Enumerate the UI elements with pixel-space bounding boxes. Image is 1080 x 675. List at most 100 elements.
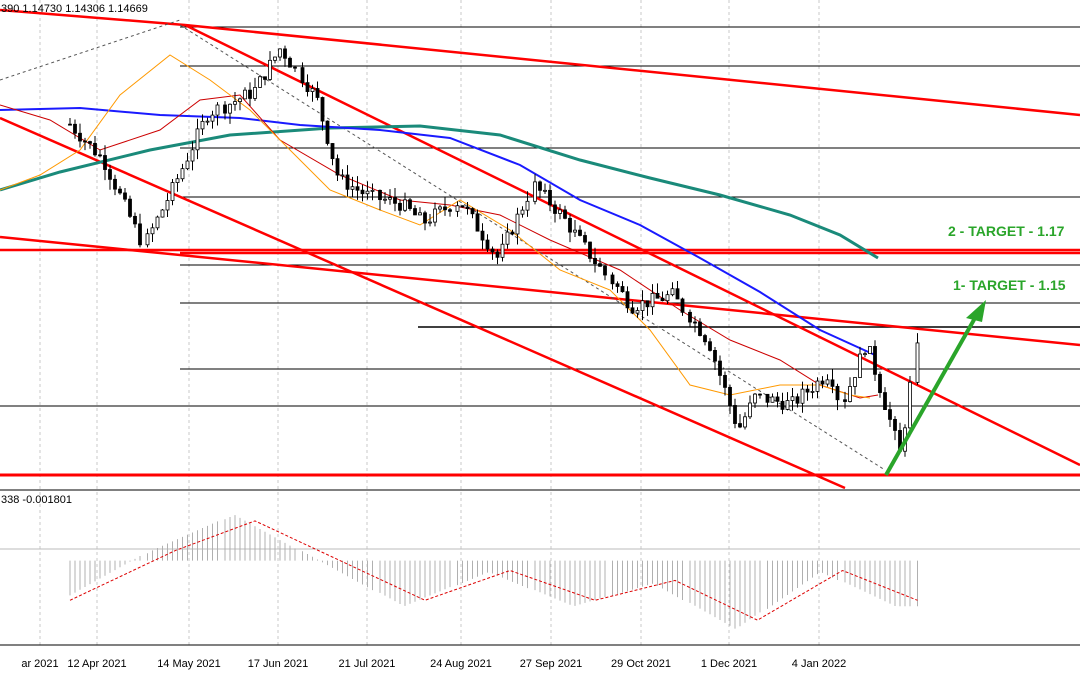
candle-body — [83, 140, 87, 143]
candle-body — [253, 87, 257, 99]
candle-body — [800, 388, 805, 404]
candle-body — [68, 123, 72, 126]
candle-body — [355, 186, 360, 191]
candle-body — [345, 174, 350, 190]
candle-body — [558, 209, 562, 214]
candle-body — [820, 380, 825, 385]
candle-body — [510, 231, 515, 235]
trend-line — [0, 8, 186, 27]
x-tick-label: 17 Jun 2021 — [248, 658, 309, 670]
candle-body — [848, 386, 852, 402]
dashed-trend-line — [0, 19, 181, 81]
candle-body — [283, 48, 287, 59]
candle-body — [723, 375, 727, 388]
candle-body — [145, 233, 150, 246]
candle-body — [583, 235, 587, 243]
candle-body — [843, 399, 847, 402]
oscillator-signal-line — [69, 520, 918, 621]
candle-body — [433, 208, 437, 223]
candle-body — [753, 393, 757, 404]
candle-body — [825, 379, 830, 385]
candle-body — [655, 292, 660, 299]
ma-short-red-line — [0, 94, 879, 399]
candle-body — [365, 190, 370, 195]
candle-body — [733, 405, 737, 424]
candle-body — [603, 265, 607, 276]
candle-body — [835, 385, 840, 401]
candle-body — [620, 286, 625, 293]
candle-body — [423, 212, 427, 224]
oscillator-header: 338 -0.001801 — [1, 494, 72, 506]
candle-body — [538, 181, 542, 191]
candle-body — [873, 346, 877, 375]
candle-body — [568, 217, 572, 233]
candle-body — [123, 192, 127, 200]
candle-body — [403, 199, 407, 211]
candle-body — [455, 205, 460, 212]
candle-body — [155, 216, 160, 229]
candle-body — [680, 298, 685, 313]
candle-body — [830, 379, 835, 387]
horizontal-levels — [0, 26, 1080, 477]
candle-body — [718, 360, 722, 376]
x-tick-label: 29 Oct 2021 — [611, 658, 671, 670]
trend-line — [184, 23, 1080, 467]
x-tick-label: 21 Jul 2021 — [339, 658, 396, 670]
candle-body — [475, 213, 480, 232]
candle-body — [93, 142, 97, 156]
candle-body — [598, 263, 602, 267]
candle-body — [630, 307, 635, 314]
candle-body — [640, 300, 645, 311]
candle-body — [525, 200, 530, 211]
trend-line — [0, 116, 846, 490]
moving-averages — [0, 54, 879, 399]
candle-body — [593, 257, 597, 265]
candle-body — [795, 396, 800, 404]
candle-body — [460, 205, 465, 208]
candle-body — [330, 143, 335, 160]
candle-body — [785, 400, 790, 410]
candle-body — [150, 227, 155, 235]
candle-body — [335, 158, 340, 176]
candle-body — [388, 197, 392, 200]
candle-body — [693, 321, 697, 324]
candle-body — [118, 188, 122, 194]
candle-body — [170, 182, 175, 201]
candle-body — [748, 402, 752, 418]
candle-body — [165, 200, 170, 211]
candle-body — [350, 186, 355, 190]
candle-body — [500, 243, 505, 258]
candle-body — [160, 209, 165, 218]
candle-body — [378, 189, 382, 201]
candle-body — [233, 101, 237, 105]
x-axis-labels: ar 2021 12 Apr 2021 14 May 2021 17 Jun 2021… — [21, 658, 846, 670]
ma-short-orange-line — [0, 54, 871, 399]
candle-body — [443, 206, 447, 211]
candle-body — [195, 128, 200, 151]
target-arrow-head — [966, 300, 986, 322]
candle-body — [465, 206, 470, 209]
candle-body — [490, 248, 495, 253]
candle-body — [108, 169, 112, 180]
candle-body — [670, 288, 675, 296]
candle-body — [698, 321, 702, 336]
candle-body — [243, 89, 247, 100]
candle-body — [713, 350, 717, 362]
candle-body — [563, 209, 567, 219]
candle-body — [248, 89, 252, 99]
candle-body — [215, 104, 220, 116]
trend-line — [0, 235, 1080, 347]
candle-body — [258, 76, 262, 88]
x-tick-label: 4 Jan 2022 — [792, 658, 846, 670]
candle-body — [238, 98, 242, 102]
candle-body — [573, 229, 577, 233]
candle-body — [868, 346, 872, 355]
candle-body — [128, 198, 132, 217]
candle-body — [480, 230, 485, 241]
candle-body — [133, 215, 137, 225]
candle-body — [448, 209, 452, 212]
candle-body — [263, 76, 267, 80]
candle-body — [738, 423, 742, 428]
candle-body — [418, 212, 422, 216]
target-1-label: 1- TARGET - 1.15 — [953, 277, 1066, 293]
